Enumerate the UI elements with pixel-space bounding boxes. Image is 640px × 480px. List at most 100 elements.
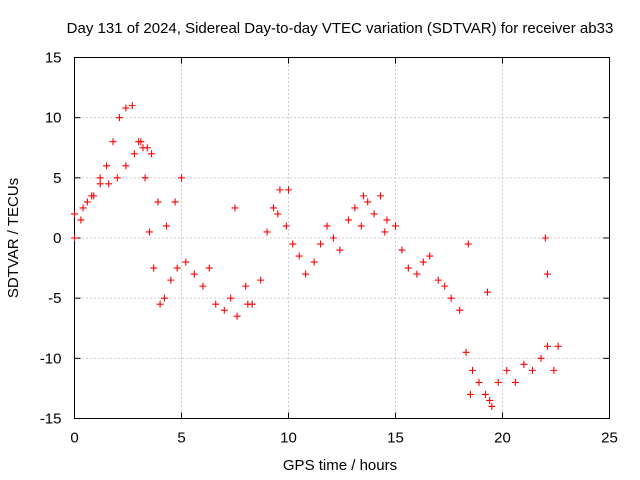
data-point	[541, 234, 549, 242]
chart-title: Day 131 of 2024, Sidereal Day-to-day VTE…	[67, 20, 614, 37]
series-0	[71, 102, 562, 410]
y-tick-label: -15	[40, 411, 62, 428]
data-point	[220, 306, 228, 314]
data-point	[543, 270, 551, 278]
data-point	[141, 174, 149, 182]
data-marks	[71, 102, 562, 410]
data-point	[77, 216, 85, 224]
data-point	[462, 348, 470, 356]
data-point	[274, 210, 282, 218]
data-point	[171, 198, 179, 206]
data-point	[233, 312, 241, 320]
data-point	[392, 222, 399, 230]
data-point	[150, 264, 158, 272]
data-point	[310, 258, 318, 266]
data-point	[475, 378, 483, 386]
data-point	[404, 264, 412, 272]
x-tick-labels: 0 5 10 15 20 25	[70, 430, 618, 447]
data-point	[289, 240, 297, 248]
data-point	[182, 258, 190, 266]
data-point	[381, 228, 389, 236]
data-point	[167, 276, 175, 284]
data-point	[143, 144, 151, 152]
data-point	[543, 342, 551, 350]
data-point	[550, 366, 558, 374]
data-point	[481, 390, 489, 398]
data-point	[285, 186, 292, 194]
data-point	[554, 342, 562, 350]
data-point	[434, 276, 442, 284]
data-point	[537, 354, 545, 362]
data-point	[469, 366, 477, 374]
data-point	[96, 180, 104, 188]
data-point	[494, 378, 502, 386]
y-tick-labels: -15 -10 -5 0 5 10 15	[40, 50, 62, 428]
data-point	[122, 162, 130, 170]
x-tick-label: 25	[601, 430, 618, 447]
data-point	[276, 186, 284, 194]
data-point	[456, 306, 464, 314]
data-point	[115, 114, 123, 122]
data-point	[71, 210, 78, 218]
data-point	[520, 360, 528, 368]
data-point	[178, 174, 185, 182]
data-point	[426, 252, 434, 260]
data-point	[357, 222, 365, 230]
data-point	[113, 174, 121, 182]
data-point	[212, 300, 220, 308]
data-point	[359, 192, 367, 200]
x-tick-label: 20	[494, 430, 511, 447]
data-point	[71, 234, 78, 242]
data-point	[244, 300, 252, 308]
data-point	[466, 390, 474, 398]
data-point	[137, 138, 145, 146]
data-point	[205, 264, 213, 272]
data-point	[128, 102, 136, 110]
tick-layer	[74, 57, 610, 419]
y-tick-label: 15	[45, 50, 62, 67]
data-point	[370, 210, 378, 218]
data-point	[96, 174, 104, 182]
x-tick-label: 0	[70, 430, 78, 447]
grid-layer	[74, 57, 610, 419]
series-1	[71, 138, 551, 404]
data-point	[270, 204, 278, 212]
data-point	[377, 192, 385, 200]
data-point	[242, 282, 250, 290]
y-axis-label: SDTVAR / TECUs	[5, 178, 22, 298]
data-point	[199, 282, 207, 290]
data-point	[323, 222, 331, 230]
data-point	[257, 276, 265, 284]
data-point	[351, 204, 359, 212]
y-tick-label: 0	[53, 230, 61, 247]
data-point	[511, 378, 519, 386]
data-point	[503, 366, 511, 374]
data-point	[344, 216, 352, 224]
x-tick-label: 10	[280, 430, 297, 447]
y-tick-label: -10	[40, 350, 62, 367]
x-tick-label: 5	[177, 430, 185, 447]
data-point	[317, 240, 325, 248]
data-point	[413, 270, 421, 278]
data-point	[160, 294, 168, 302]
data-point	[464, 240, 472, 248]
data-point	[173, 264, 181, 272]
data-point	[447, 294, 455, 302]
data-point	[441, 282, 449, 290]
data-point	[154, 198, 162, 206]
data-point	[528, 366, 536, 374]
data-point	[109, 138, 117, 146]
data-point	[231, 204, 239, 212]
y-tick-label: -5	[48, 290, 61, 307]
data-point	[488, 402, 496, 410]
data-point	[263, 228, 271, 236]
data-point	[227, 294, 235, 302]
data-point	[88, 192, 96, 200]
y-tick-label: 5	[53, 170, 61, 187]
data-point	[282, 222, 290, 230]
data-point	[329, 234, 337, 242]
data-point	[148, 150, 156, 158]
data-point	[302, 270, 310, 278]
